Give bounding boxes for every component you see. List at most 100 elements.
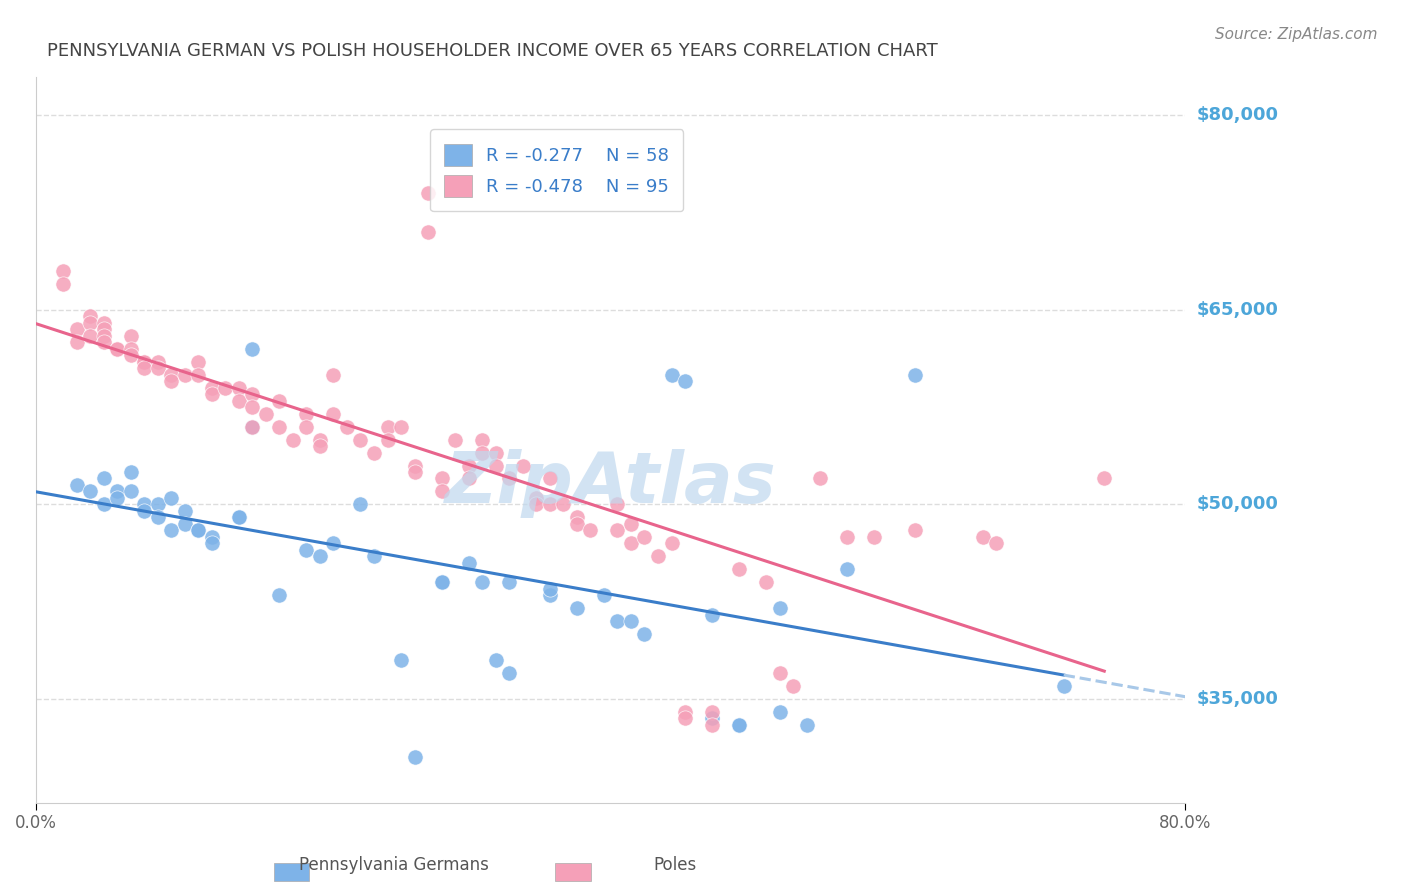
Point	[984, 536, 1007, 550]
Point	[553, 497, 575, 511]
Point	[65, 478, 87, 492]
Point	[187, 524, 209, 538]
Point	[416, 186, 439, 201]
Point	[105, 484, 128, 499]
Point	[79, 329, 101, 343]
Point	[565, 510, 588, 524]
Point	[269, 393, 291, 408]
Point	[134, 355, 156, 369]
Point	[201, 530, 224, 544]
Point	[538, 582, 561, 596]
Point	[349, 497, 371, 511]
Point	[309, 433, 332, 447]
Point	[240, 419, 263, 434]
Point	[389, 419, 412, 434]
Point	[187, 524, 209, 538]
Point	[485, 653, 508, 667]
Point	[295, 419, 318, 434]
Point	[808, 471, 831, 485]
Point	[79, 310, 101, 324]
Point	[52, 277, 75, 291]
Point	[309, 439, 332, 453]
Point	[120, 329, 142, 343]
Point	[105, 342, 128, 356]
Point	[673, 374, 696, 388]
Point	[120, 484, 142, 499]
Point	[120, 465, 142, 479]
Point	[160, 368, 183, 382]
Point	[269, 588, 291, 602]
Text: $35,000: $35,000	[1197, 690, 1278, 708]
Point	[700, 607, 723, 622]
Point	[52, 264, 75, 278]
Point	[673, 705, 696, 719]
Point	[498, 575, 520, 590]
Point	[173, 504, 195, 518]
Point	[904, 368, 927, 382]
Point	[457, 556, 479, 570]
Text: Pennsylvania Germans: Pennsylvania Germans	[298, 855, 489, 873]
Point	[565, 516, 588, 531]
Point	[524, 497, 547, 511]
Point	[281, 433, 304, 447]
Point	[349, 433, 371, 447]
Point	[146, 510, 169, 524]
Point	[363, 445, 385, 459]
Point	[565, 601, 588, 615]
Point	[134, 497, 156, 511]
Point	[201, 387, 224, 401]
Point	[700, 711, 723, 725]
Point	[647, 549, 669, 564]
Point	[389, 653, 412, 667]
Point	[700, 718, 723, 732]
Point	[65, 322, 87, 336]
Point	[93, 471, 115, 485]
Point	[93, 316, 115, 330]
Point	[485, 445, 508, 459]
Point	[471, 575, 494, 590]
Point	[524, 491, 547, 505]
Point	[673, 711, 696, 725]
Point	[105, 342, 128, 356]
Point	[769, 601, 792, 615]
Text: ZipAtlas: ZipAtlas	[444, 449, 776, 517]
Text: Poles: Poles	[654, 855, 696, 873]
Point	[1092, 471, 1115, 485]
Point	[972, 530, 994, 544]
Point	[173, 368, 195, 382]
Point	[430, 575, 453, 590]
Point	[240, 400, 263, 414]
Point	[700, 705, 723, 719]
Point	[240, 387, 263, 401]
Text: PENNSYLVANIA GERMAN VS POLISH HOUSEHOLDER INCOME OVER 65 YEARS CORRELATION CHART: PENNSYLVANIA GERMAN VS POLISH HOUSEHOLDE…	[48, 42, 938, 60]
Point	[661, 536, 683, 550]
Point	[187, 368, 209, 382]
Point	[1053, 679, 1076, 693]
Point	[377, 419, 399, 434]
Point	[295, 407, 318, 421]
Point	[471, 433, 494, 447]
Point	[837, 562, 859, 576]
Point	[201, 536, 224, 550]
Point	[538, 497, 561, 511]
Point	[620, 536, 643, 550]
Point	[498, 471, 520, 485]
Point	[228, 510, 250, 524]
Point	[579, 524, 602, 538]
Point	[755, 575, 778, 590]
Point	[105, 491, 128, 505]
Point	[322, 368, 344, 382]
Point	[254, 407, 277, 421]
Point	[485, 458, 508, 473]
Point	[93, 329, 115, 343]
Point	[363, 549, 385, 564]
Point	[620, 516, 643, 531]
Point	[430, 575, 453, 590]
Point	[404, 465, 426, 479]
Point	[240, 342, 263, 356]
Point	[593, 588, 616, 602]
Point	[512, 458, 534, 473]
Point	[120, 348, 142, 362]
Point	[457, 471, 479, 485]
Point	[134, 361, 156, 376]
